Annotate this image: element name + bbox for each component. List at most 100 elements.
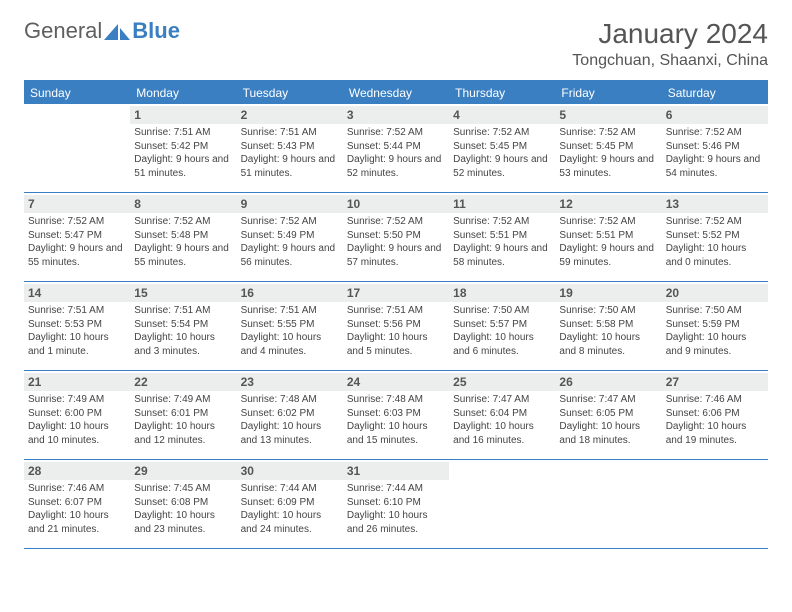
day-cell: . bbox=[662, 460, 768, 548]
day-cell: . bbox=[555, 460, 661, 548]
day-cell: 11 Sunrise: 7:52 AMSunset: 5:51 PMDayligh… bbox=[449, 193, 555, 281]
header: General Blue January 2024 Tongchuan, Sha… bbox=[24, 18, 768, 70]
day-info: Sunrise: 7:44 AMSunset: 6:10 PMDaylight:… bbox=[347, 482, 445, 536]
logo: General Blue bbox=[24, 18, 180, 44]
day-info: Sunrise: 7:50 AMSunset: 5:57 PMDaylight:… bbox=[453, 304, 551, 358]
day-number: 10 bbox=[343, 195, 449, 213]
day-cell: . bbox=[24, 104, 130, 192]
day-cell: 7 Sunrise: 7:52 AMSunset: 5:47 PMDaylight… bbox=[24, 193, 130, 281]
day-info: Sunrise: 7:52 AMSunset: 5:49 PMDaylight:… bbox=[241, 215, 339, 269]
day-number: 17 bbox=[343, 284, 449, 302]
day-number: 7 bbox=[24, 195, 130, 213]
day-info: Sunrise: 7:51 AMSunset: 5:42 PMDaylight:… bbox=[134, 126, 232, 180]
day-cell: 23Sunrise: 7:48 AMSunset: 6:02 PMDayligh… bbox=[237, 371, 343, 459]
day-number: 22 bbox=[130, 373, 236, 391]
day-cell: 9 Sunrise: 7:52 AMSunset: 5:49 PMDaylight… bbox=[237, 193, 343, 281]
day-number: 12 bbox=[555, 195, 661, 213]
day-cell: 16 Sunrise: 7:51 AMSunset: 5:55 PMDayligh… bbox=[237, 282, 343, 370]
day-number: 11 bbox=[449, 195, 555, 213]
day-info: Sunrise: 7:46 AMSunset: 6:07 PMDaylight:… bbox=[28, 482, 126, 536]
day-info: Sunrise: 7:45 AMSunset: 6:08 PMDaylight:… bbox=[134, 482, 232, 536]
day-info: Sunrise: 7:48 AMSunset: 6:03 PMDaylight:… bbox=[347, 393, 445, 447]
day-cell: 14 Sunrise: 7:51 AMSunset: 5:53 PMDayligh… bbox=[24, 282, 130, 370]
day-number: 13 bbox=[662, 195, 768, 213]
day-cell: 5Sunrise: 7:52 AMSunset: 5:45 PMDaylight… bbox=[555, 104, 661, 192]
day-cell: 30Sunrise: 7:44 AMSunset: 6:09 PMDayligh… bbox=[237, 460, 343, 548]
day-number: 15 bbox=[130, 284, 236, 302]
day-header: Wednesday bbox=[343, 82, 449, 104]
day-number: 25 bbox=[449, 373, 555, 391]
day-cell: 4 Sunrise: 7:52 AMSunset: 5:45 PMDaylight… bbox=[449, 104, 555, 192]
day-cell: 19 Sunrise: 7:50 AMSunset: 5:58 PMDayligh… bbox=[555, 282, 661, 370]
day-cell: 6Sunrise: 7:52 AMSunset: 5:46 PMDaylight… bbox=[662, 104, 768, 192]
day-header: Tuesday bbox=[237, 82, 343, 104]
day-number: 27 bbox=[662, 373, 768, 391]
day-info: Sunrise: 7:52 AMSunset: 5:44 PMDaylight:… bbox=[347, 126, 445, 180]
day-number: 1 bbox=[130, 106, 236, 124]
day-cell: 17 Sunrise: 7:51 AMSunset: 5:56 PMDayligh… bbox=[343, 282, 449, 370]
day-number: 16 bbox=[237, 284, 343, 302]
day-info: Sunrise: 7:51 AMSunset: 5:56 PMDaylight:… bbox=[347, 304, 445, 358]
day-cell: 20 Sunrise: 7:50 AMSunset: 5:59 PMDayligh… bbox=[662, 282, 768, 370]
day-number: 2 bbox=[237, 106, 343, 124]
day-number: 14 bbox=[24, 284, 130, 302]
day-header: Friday bbox=[555, 82, 661, 104]
day-cell: 22 Sunrise: 7:49 AMSunset: 6:01 PMDayligh… bbox=[130, 371, 236, 459]
day-cell: 13Sunrise: 7:52 AMSunset: 5:52 PMDayligh… bbox=[662, 193, 768, 281]
weeks-container: .1Sunrise: 7:51 AMSunset: 5:42 PMDayligh… bbox=[24, 104, 768, 549]
day-cell: 2 Sunrise: 7:51 AMSunset: 5:43 PMDaylight… bbox=[237, 104, 343, 192]
day-info: Sunrise: 7:52 AMSunset: 5:46 PMDaylight:… bbox=[666, 126, 764, 180]
day-info: Sunrise: 7:47 AMSunset: 6:05 PMDaylight:… bbox=[559, 393, 657, 447]
day-cell: 27 Sunrise: 7:46 AMSunset: 6:06 PMDayligh… bbox=[662, 371, 768, 459]
day-info: Sunrise: 7:51 AMSunset: 5:55 PMDaylight:… bbox=[241, 304, 339, 358]
week-row: 21Sunrise: 7:49 AMSunset: 6:00 PMDayligh… bbox=[24, 371, 768, 460]
day-info: Sunrise: 7:52 AMSunset: 5:45 PMDaylight:… bbox=[453, 126, 551, 180]
day-number: 18 bbox=[449, 284, 555, 302]
day-info: Sunrise: 7:51 AMSunset: 5:54 PMDaylight:… bbox=[134, 304, 232, 358]
day-info: Sunrise: 7:51 AMSunset: 5:53 PMDaylight:… bbox=[28, 304, 126, 358]
week-row: 14 Sunrise: 7:51 AMSunset: 5:53 PMDayligh… bbox=[24, 282, 768, 371]
day-info: Sunrise: 7:49 AMSunset: 6:00 PMDaylight:… bbox=[28, 393, 126, 447]
day-header-row: Sunday Monday Tuesday Wednesday Thursday… bbox=[24, 82, 768, 104]
day-cell: 25Sunrise: 7:47 AMSunset: 6:04 PMDayligh… bbox=[449, 371, 555, 459]
location: Tongchuan, Shaanxi, China bbox=[572, 52, 768, 70]
day-number: 30 bbox=[237, 462, 343, 480]
title-block: January 2024 Tongchuan, Shaanxi, China bbox=[572, 18, 768, 70]
day-number: 3 bbox=[343, 106, 449, 124]
day-cell: 3 Sunrise: 7:52 AMSunset: 5:44 PMDaylight… bbox=[343, 104, 449, 192]
day-info: Sunrise: 7:52 AMSunset: 5:47 PMDaylight:… bbox=[28, 215, 126, 269]
day-number: 26 bbox=[555, 373, 661, 391]
day-number: 28 bbox=[24, 462, 130, 480]
logo-sail-icon bbox=[104, 22, 130, 40]
week-row: 28 Sunrise: 7:46 AMSunset: 6:07 PMDayligh… bbox=[24, 460, 768, 549]
day-cell: 31 Sunrise: 7:44 AMSunset: 6:10 PMDayligh… bbox=[343, 460, 449, 548]
day-cell: 26 Sunrise: 7:47 AMSunset: 6:05 PMDayligh… bbox=[555, 371, 661, 459]
day-info: Sunrise: 7:50 AMSunset: 5:58 PMDaylight:… bbox=[559, 304, 657, 358]
day-number: 24 bbox=[343, 373, 449, 391]
day-number: 31 bbox=[343, 462, 449, 480]
day-cell: 15 Sunrise: 7:51 AMSunset: 5:54 PMDayligh… bbox=[130, 282, 236, 370]
day-info: Sunrise: 7:46 AMSunset: 6:06 PMDaylight:… bbox=[666, 393, 764, 447]
day-number: 4 bbox=[449, 106, 555, 124]
week-row: .1 Sunrise: 7:51 AMSunset: 5:42 PMDayligh… bbox=[24, 104, 768, 193]
day-number: 29 bbox=[130, 462, 236, 480]
day-cell: 21Sunrise: 7:49 AMSunset: 6:00 PMDayligh… bbox=[24, 371, 130, 459]
day-info: Sunrise: 7:52 AMSunset: 5:50 PMDaylight:… bbox=[347, 215, 445, 269]
day-header: Thursday bbox=[449, 82, 555, 104]
day-number: 9 bbox=[237, 195, 343, 213]
day-cell: 10 Sunrise: 7:52 AMSunset: 5:50 PMDayligh… bbox=[343, 193, 449, 281]
month-title: January 2024 bbox=[572, 18, 768, 50]
logo-text-general: General bbox=[24, 18, 102, 44]
day-info: Sunrise: 7:49 AMSunset: 6:01 PMDaylight:… bbox=[134, 393, 232, 447]
day-number: 20 bbox=[662, 284, 768, 302]
day-header: Sunday bbox=[24, 82, 130, 104]
day-cell: 18 Sunrise: 7:50 AMSunset: 5:57 PMDayligh… bbox=[449, 282, 555, 370]
day-info: Sunrise: 7:52 AMSunset: 5:51 PMDaylight:… bbox=[453, 215, 551, 269]
day-number: 19 bbox=[555, 284, 661, 302]
day-info: Sunrise: 7:51 AMSunset: 5:43 PMDaylight:… bbox=[241, 126, 339, 180]
day-cell: 28 Sunrise: 7:46 AMSunset: 6:07 PMDayligh… bbox=[24, 460, 130, 548]
day-info: Sunrise: 7:50 AMSunset: 5:59 PMDaylight:… bbox=[666, 304, 764, 358]
day-info: Sunrise: 7:52 AMSunset: 5:51 PMDaylight:… bbox=[559, 215, 657, 269]
day-info: Sunrise: 7:48 AMSunset: 6:02 PMDaylight:… bbox=[241, 393, 339, 447]
day-number: 8 bbox=[130, 195, 236, 213]
